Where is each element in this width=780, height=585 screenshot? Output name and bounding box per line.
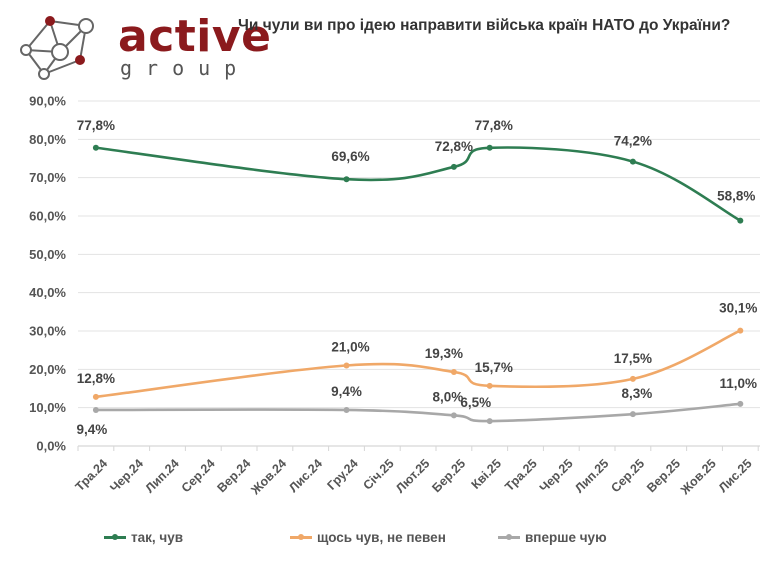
x-tick-label: Вер.25 <box>644 456 683 495</box>
series-line <box>94 146 742 222</box>
x-tick-label: Чер.25 <box>537 456 576 495</box>
chart-title: Чи чули ви про ідею направити війська кр… <box>238 17 731 34</box>
data-label: 21,0% <box>331 340 369 355</box>
data-point <box>737 217 744 224</box>
legend-label: щось чув, не певен <box>317 530 446 545</box>
data-label: 12,8% <box>77 371 115 386</box>
x-tick-label: Лип.25 <box>572 456 611 495</box>
y-tick-label: 80,0% <box>29 132 66 147</box>
x-tick-label: Сер.25 <box>608 456 647 495</box>
data-point <box>92 144 99 151</box>
logo-wordmark: active <box>118 11 272 62</box>
y-tick-label: 40,0% <box>29 285 66 300</box>
data-point <box>450 369 457 376</box>
legend-swatch <box>104 534 126 540</box>
network-nodes-icon <box>20 16 94 80</box>
data-label: 58,8% <box>717 189 755 204</box>
x-tick-label: Тра.25 <box>502 456 540 494</box>
data-point <box>92 393 99 400</box>
x-tick-label: Лип.24 <box>143 456 182 495</box>
data-point <box>343 362 350 369</box>
x-tick-label: Лис.24 <box>286 456 325 495</box>
data-point <box>486 144 493 151</box>
legend-item-shchos-chuv: щось чув, не певен <box>290 530 446 545</box>
legend-label: вперше чую <box>525 530 607 545</box>
data-label: 19,3% <box>425 346 463 361</box>
x-tick-label: Гру.24 <box>325 456 361 492</box>
x-tick-label: Січ.25 <box>360 456 396 492</box>
x-tick-label: Лют.25 <box>393 456 432 495</box>
data-point <box>629 375 636 382</box>
x-tick-label: Лис.25 <box>716 456 755 495</box>
y-tick-label: 30,0% <box>29 324 66 339</box>
x-tick-label: Жов.25 <box>677 456 719 498</box>
logo: active group <box>14 10 271 82</box>
data-label: 72,8% <box>435 139 473 154</box>
data-label: 69,6% <box>331 149 369 164</box>
data-label: 8,0% <box>433 389 464 404</box>
data-point <box>92 406 99 413</box>
data-label: 15,7% <box>475 360 513 375</box>
data-label: 74,2% <box>614 134 652 149</box>
series-line <box>94 402 742 423</box>
data-label: 11,0% <box>720 376 758 391</box>
logo-subtitle: group <box>120 56 251 80</box>
data-point <box>486 382 493 389</box>
data-label: 17,5% <box>614 351 652 366</box>
data-point <box>629 411 636 418</box>
data-label: 9,4% <box>77 422 108 437</box>
y-axis-ticks: 0,0% 10,0% 20,0% 30,0% 40,0% 50,0% 60,0% 70,0% 8… <box>29 94 66 454</box>
data-label: 9,4% <box>331 384 362 399</box>
y-tick-label: 90,0% <box>29 94 66 109</box>
x-tick-label: Тра.24 <box>73 456 111 494</box>
y-tick-label: 10,0% <box>29 400 66 415</box>
y-tick-label: 20,0% <box>29 362 66 377</box>
data-label: 30,1% <box>719 301 757 316</box>
data-point <box>737 400 744 407</box>
data-point <box>486 418 493 425</box>
x-tick-label: Кві.25 <box>469 456 505 492</box>
y-tick-label: 50,0% <box>29 247 66 262</box>
series-lines <box>92 144 744 425</box>
legend-swatch <box>290 534 312 540</box>
x-tick-label: Чер.24 <box>107 456 146 495</box>
data-point <box>629 158 636 165</box>
data-point <box>343 176 350 183</box>
y-tick-label: 0,0% <box>36 439 66 454</box>
x-tick-label: Жов.24 <box>248 456 290 498</box>
data-labels: 77,8%69,6%72,8%77,8%74,2%58,8%12,8%21,0%… <box>77 118 758 437</box>
x-tick-label: Сер.24 <box>179 456 218 495</box>
data-label: 6,5% <box>460 395 491 410</box>
y-tick-label: 70,0% <box>29 170 66 185</box>
legend-item-vpershe-chuyu: вперше чую <box>498 530 607 545</box>
x-axis: Тра.24Чер.24Лип.24Сер.24Вер.24Жов.24Лис.… <box>73 445 760 498</box>
data-label: 77,8% <box>77 118 115 133</box>
data-label: 77,8% <box>475 118 513 133</box>
gridlines <box>78 100 760 409</box>
x-tick-label: Вер.24 <box>215 456 254 495</box>
data-point <box>737 327 744 334</box>
legend-label: так, чув <box>131 530 184 545</box>
data-point <box>450 163 457 170</box>
data-point <box>450 412 457 419</box>
legend-swatch <box>498 534 520 540</box>
legend-item-tak-chuv: так, чув <box>104 530 183 545</box>
data-point <box>343 406 350 413</box>
data-label: 8,3% <box>622 386 653 401</box>
x-tick-label: Бер.25 <box>429 456 468 495</box>
y-tick-label: 60,0% <box>29 209 66 224</box>
